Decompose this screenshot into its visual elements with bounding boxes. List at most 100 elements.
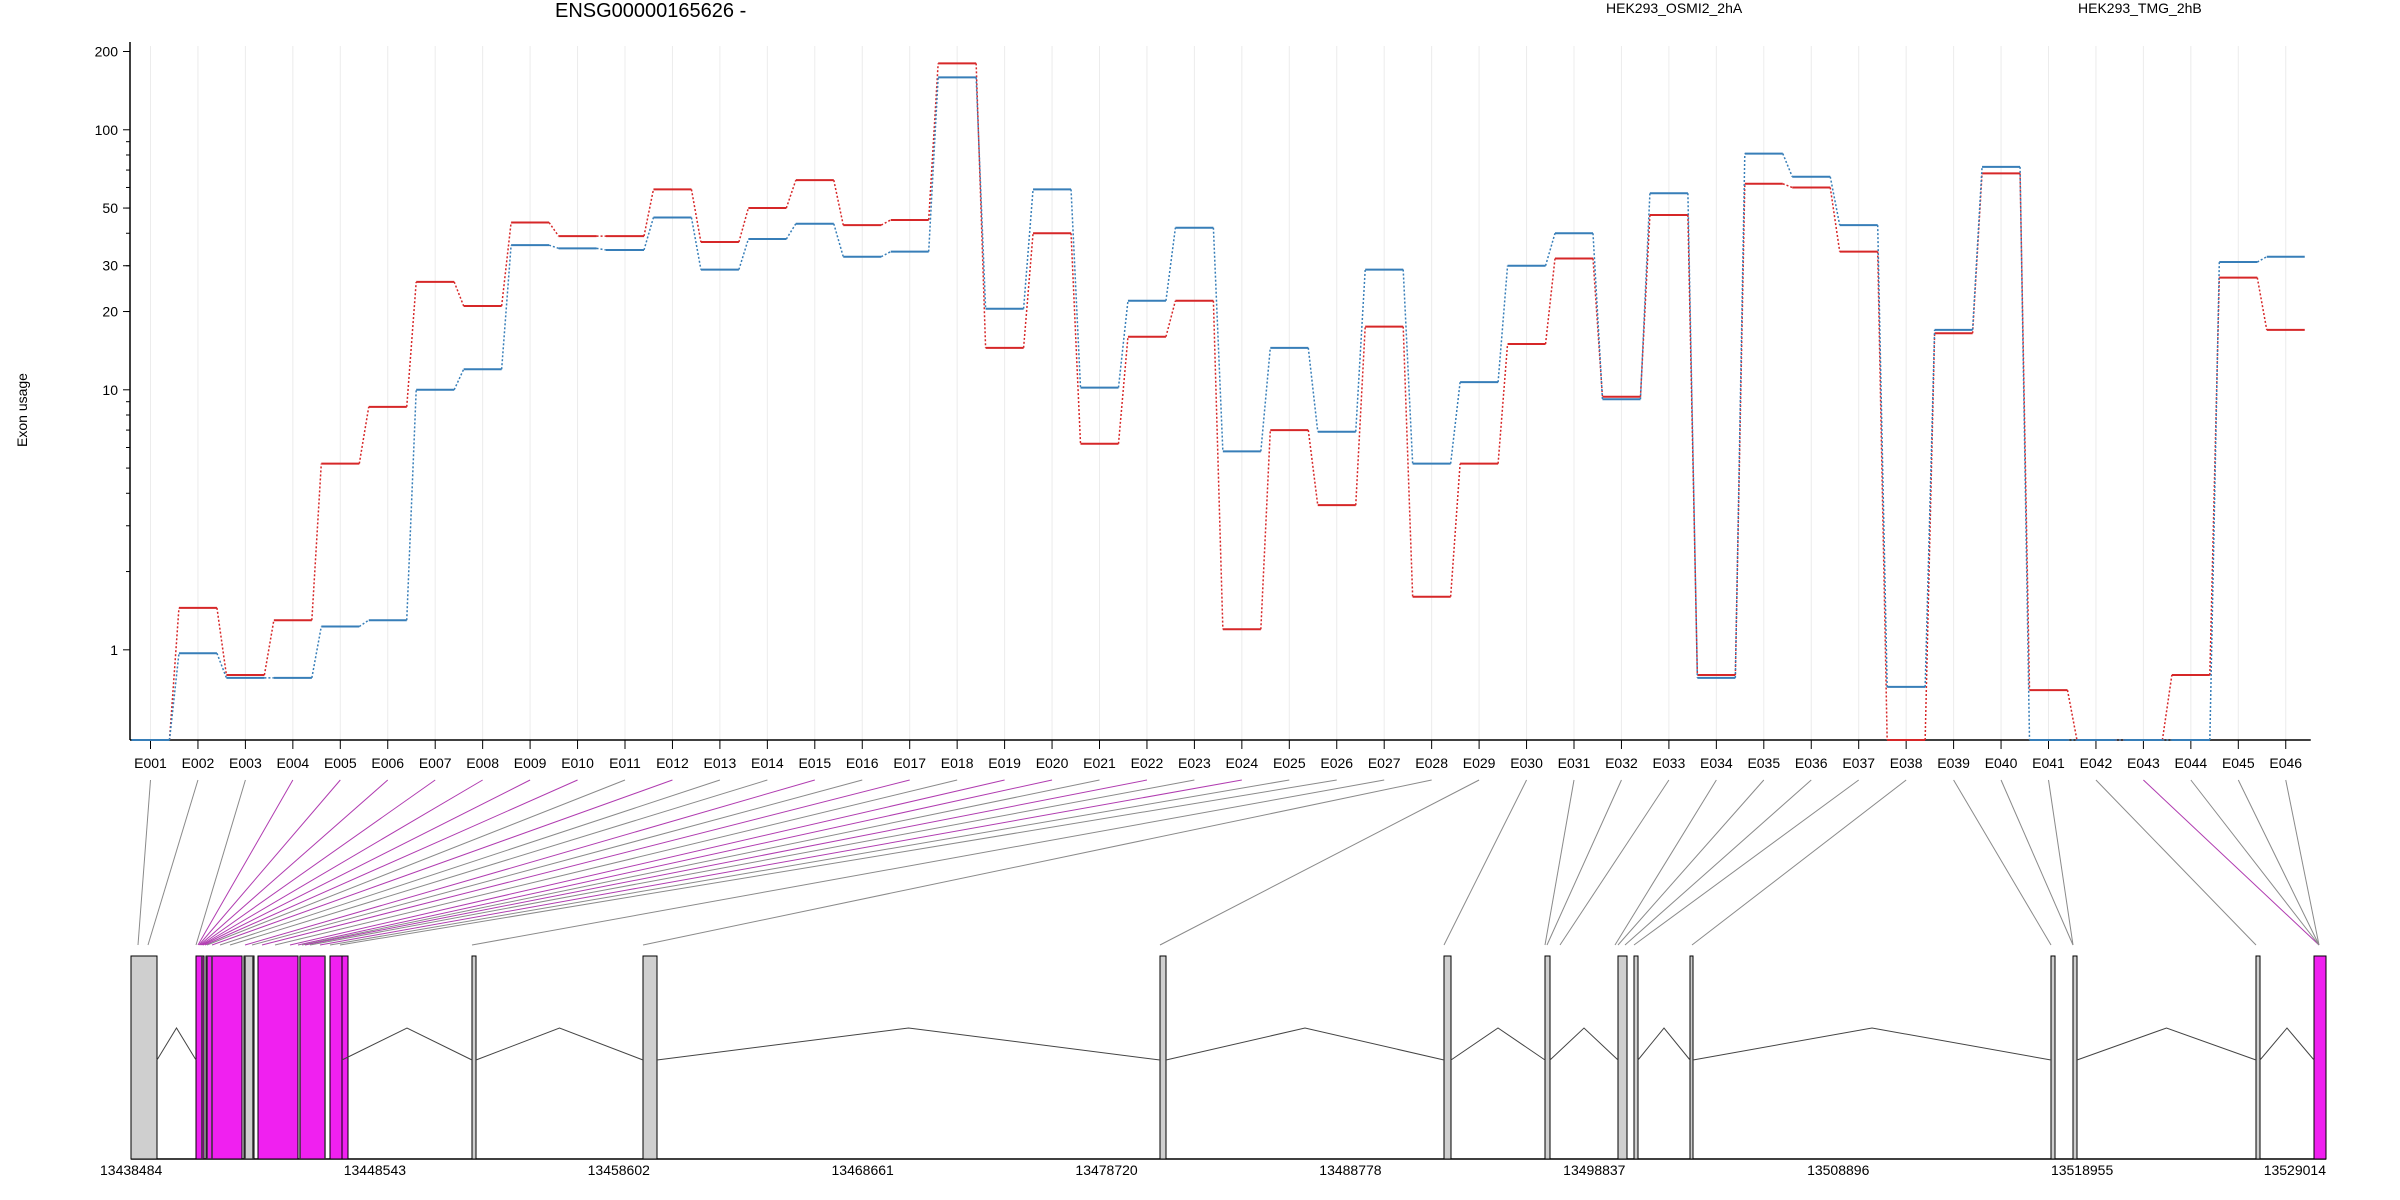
exon-connector [137,779,151,946]
exon-box [1633,955,1639,1160]
data-connector [1307,429,1319,506]
series-osmi2 [131,62,2305,741]
data-connector [1876,225,1888,687]
data-connector [1260,347,1272,452]
exon-connector [198,779,341,946]
exon-connector [2048,779,2074,946]
data-connector [1829,176,1841,226]
intron-line [656,1027,1161,1061]
x-tick-label: E031 [1558,755,1591,771]
data-connector [1449,382,1461,464]
exon-connector [219,779,721,946]
data-connector [1544,258,1556,345]
y-tick-label: 50 [102,200,118,216]
data-connector [1544,233,1556,266]
data-connector [833,223,844,257]
x-tick-label: E020 [1036,755,1069,771]
y-tick-label: 200 [95,44,119,60]
x-tick-label: E039 [1937,755,1970,771]
x-tick-label: E006 [371,755,404,771]
data-connector [1117,336,1129,444]
intron-line [1692,1027,2052,1061]
exon-box [299,955,326,1160]
exon-box [1617,955,1628,1160]
exon-connector [1691,779,1907,946]
data-connector [690,217,702,270]
data-connector [2019,166,2031,741]
intron-line [2076,1027,2257,1061]
exon-connector [1546,779,1622,946]
data-connector [1070,189,1082,388]
genomic-tick-label: 13498837 [1563,1162,1626,1178]
exon-box [1544,955,1551,1160]
exon-connector [304,779,1148,946]
data-connector [168,653,180,741]
data-connector [1592,258,1604,397]
data-connector [1355,326,1366,506]
exon-connector [261,779,910,946]
data-connector [1924,329,1936,687]
data-connector [1165,300,1177,337]
x-tick-label: E034 [1700,755,1733,771]
y-tick-label: 20 [102,304,118,320]
exon-box [642,955,658,1160]
intron-line [1450,1027,1546,1061]
data-connector [168,607,180,741]
data-connector [548,244,559,250]
data-connector [2066,689,2078,741]
data-connector [1782,153,1793,177]
data-connector [1165,227,1177,301]
genomic-tick-label: 13508896 [1807,1162,1870,1178]
genomic-tick-label: 13458602 [588,1162,651,1178]
exon-box [1159,955,1167,1160]
exon-connector [211,779,673,946]
x-tick-label: E008 [466,755,499,771]
data-connector [1734,153,1746,678]
exon-connector [2095,779,2257,946]
genomic-tick-label: 13529014 [2264,1162,2327,1178]
exon-connector [2285,779,2320,946]
chart-title: ENSG00000165626 - [555,0,747,22]
y-tick-label: 30 [102,258,118,274]
exon-box [211,955,243,1160]
exon-box [243,955,255,1160]
x-tick-label: E025 [1273,755,1306,771]
data-connector [738,238,750,270]
genomic-tick-label: 13448543 [344,1162,407,1178]
data-connector [2256,256,2268,263]
x-tick-label: E002 [182,755,215,771]
exon-connector [1953,779,2052,946]
data-connector [596,247,607,251]
x-tick-label: E032 [1605,755,1638,771]
genomic-tick-label: 13468661 [832,1162,895,1178]
data-connector [785,179,797,209]
data-connector [785,223,797,240]
x-tick-label: E024 [1225,755,1258,771]
exon-connector [195,779,246,946]
intron-line [475,1027,644,1061]
x-tick-label: E017 [893,755,926,771]
exon-connector [2143,779,2320,946]
exon-box [195,955,205,1160]
x-tick-label: E043 [2127,755,2160,771]
data-connector [880,219,892,226]
x-tick-label: E027 [1368,755,1401,771]
data-connector [643,189,655,237]
data-connector [1876,251,1888,741]
x-tick-label: E004 [276,755,309,771]
exon-connector [199,779,389,946]
exon-box [2072,955,2078,1160]
data-connector [927,77,939,252]
data-connector [975,77,987,309]
data-connector [216,607,228,676]
intron-line [2259,1027,2315,1061]
x-tick-label: E023 [1178,755,1211,771]
exon-box [2255,955,2261,1160]
exon-box [1689,955,1694,1160]
x-tick-label: E035 [1747,755,1780,771]
data-connector [2161,674,2173,741]
series-lines [131,62,2305,741]
data-connector [1212,300,1224,630]
exon-connector [251,779,863,946]
data-connector [880,250,892,258]
